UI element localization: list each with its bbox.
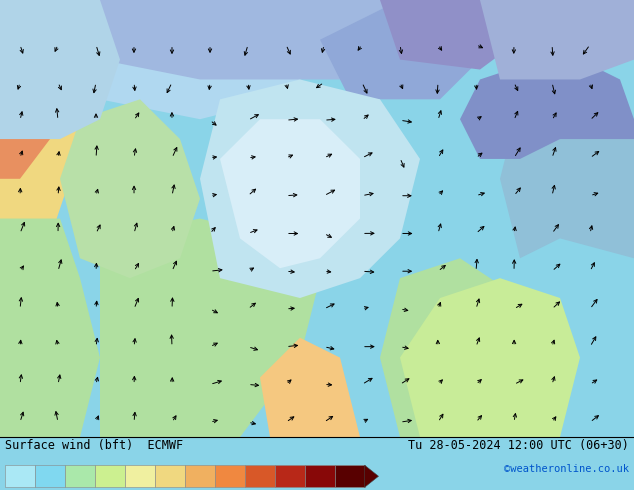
Bar [304, 465, 335, 488]
Polygon shape [380, 258, 560, 437]
Polygon shape [0, 0, 100, 258]
Polygon shape [200, 79, 420, 298]
Polygon shape [260, 338, 360, 437]
Text: Tu 28-05-2024 12:00 UTC (06+30): Tu 28-05-2024 12:00 UTC (06+30) [408, 439, 629, 452]
Polygon shape [320, 0, 480, 99]
Polygon shape [100, 219, 320, 437]
Bar [335, 465, 365, 488]
Bar [35, 465, 65, 488]
Polygon shape [220, 119, 360, 268]
Polygon shape [60, 99, 200, 278]
Polygon shape [80, 0, 420, 79]
Polygon shape [480, 0, 634, 79]
Bar [125, 465, 155, 488]
Text: Surface wind (bft)  ECMWF: Surface wind (bft) ECMWF [5, 439, 183, 452]
Polygon shape [0, 0, 60, 179]
Bar [215, 465, 245, 488]
Polygon shape [400, 278, 580, 437]
Bar [275, 465, 304, 488]
Bar [245, 465, 275, 488]
Polygon shape [365, 465, 378, 488]
Bar [155, 465, 185, 488]
Bar [95, 465, 125, 488]
Text: ©weatheronline.co.uk: ©weatheronline.co.uk [504, 464, 629, 473]
Polygon shape [540, 60, 634, 139]
Polygon shape [380, 0, 520, 70]
Polygon shape [460, 60, 580, 159]
Polygon shape [80, 0, 320, 119]
Polygon shape [500, 79, 634, 258]
Polygon shape [0, 0, 40, 99]
Bar [65, 465, 95, 488]
Bar [185, 465, 215, 488]
Polygon shape [480, 239, 634, 437]
Polygon shape [0, 219, 100, 437]
Polygon shape [0, 0, 120, 139]
Bar [5, 465, 35, 488]
